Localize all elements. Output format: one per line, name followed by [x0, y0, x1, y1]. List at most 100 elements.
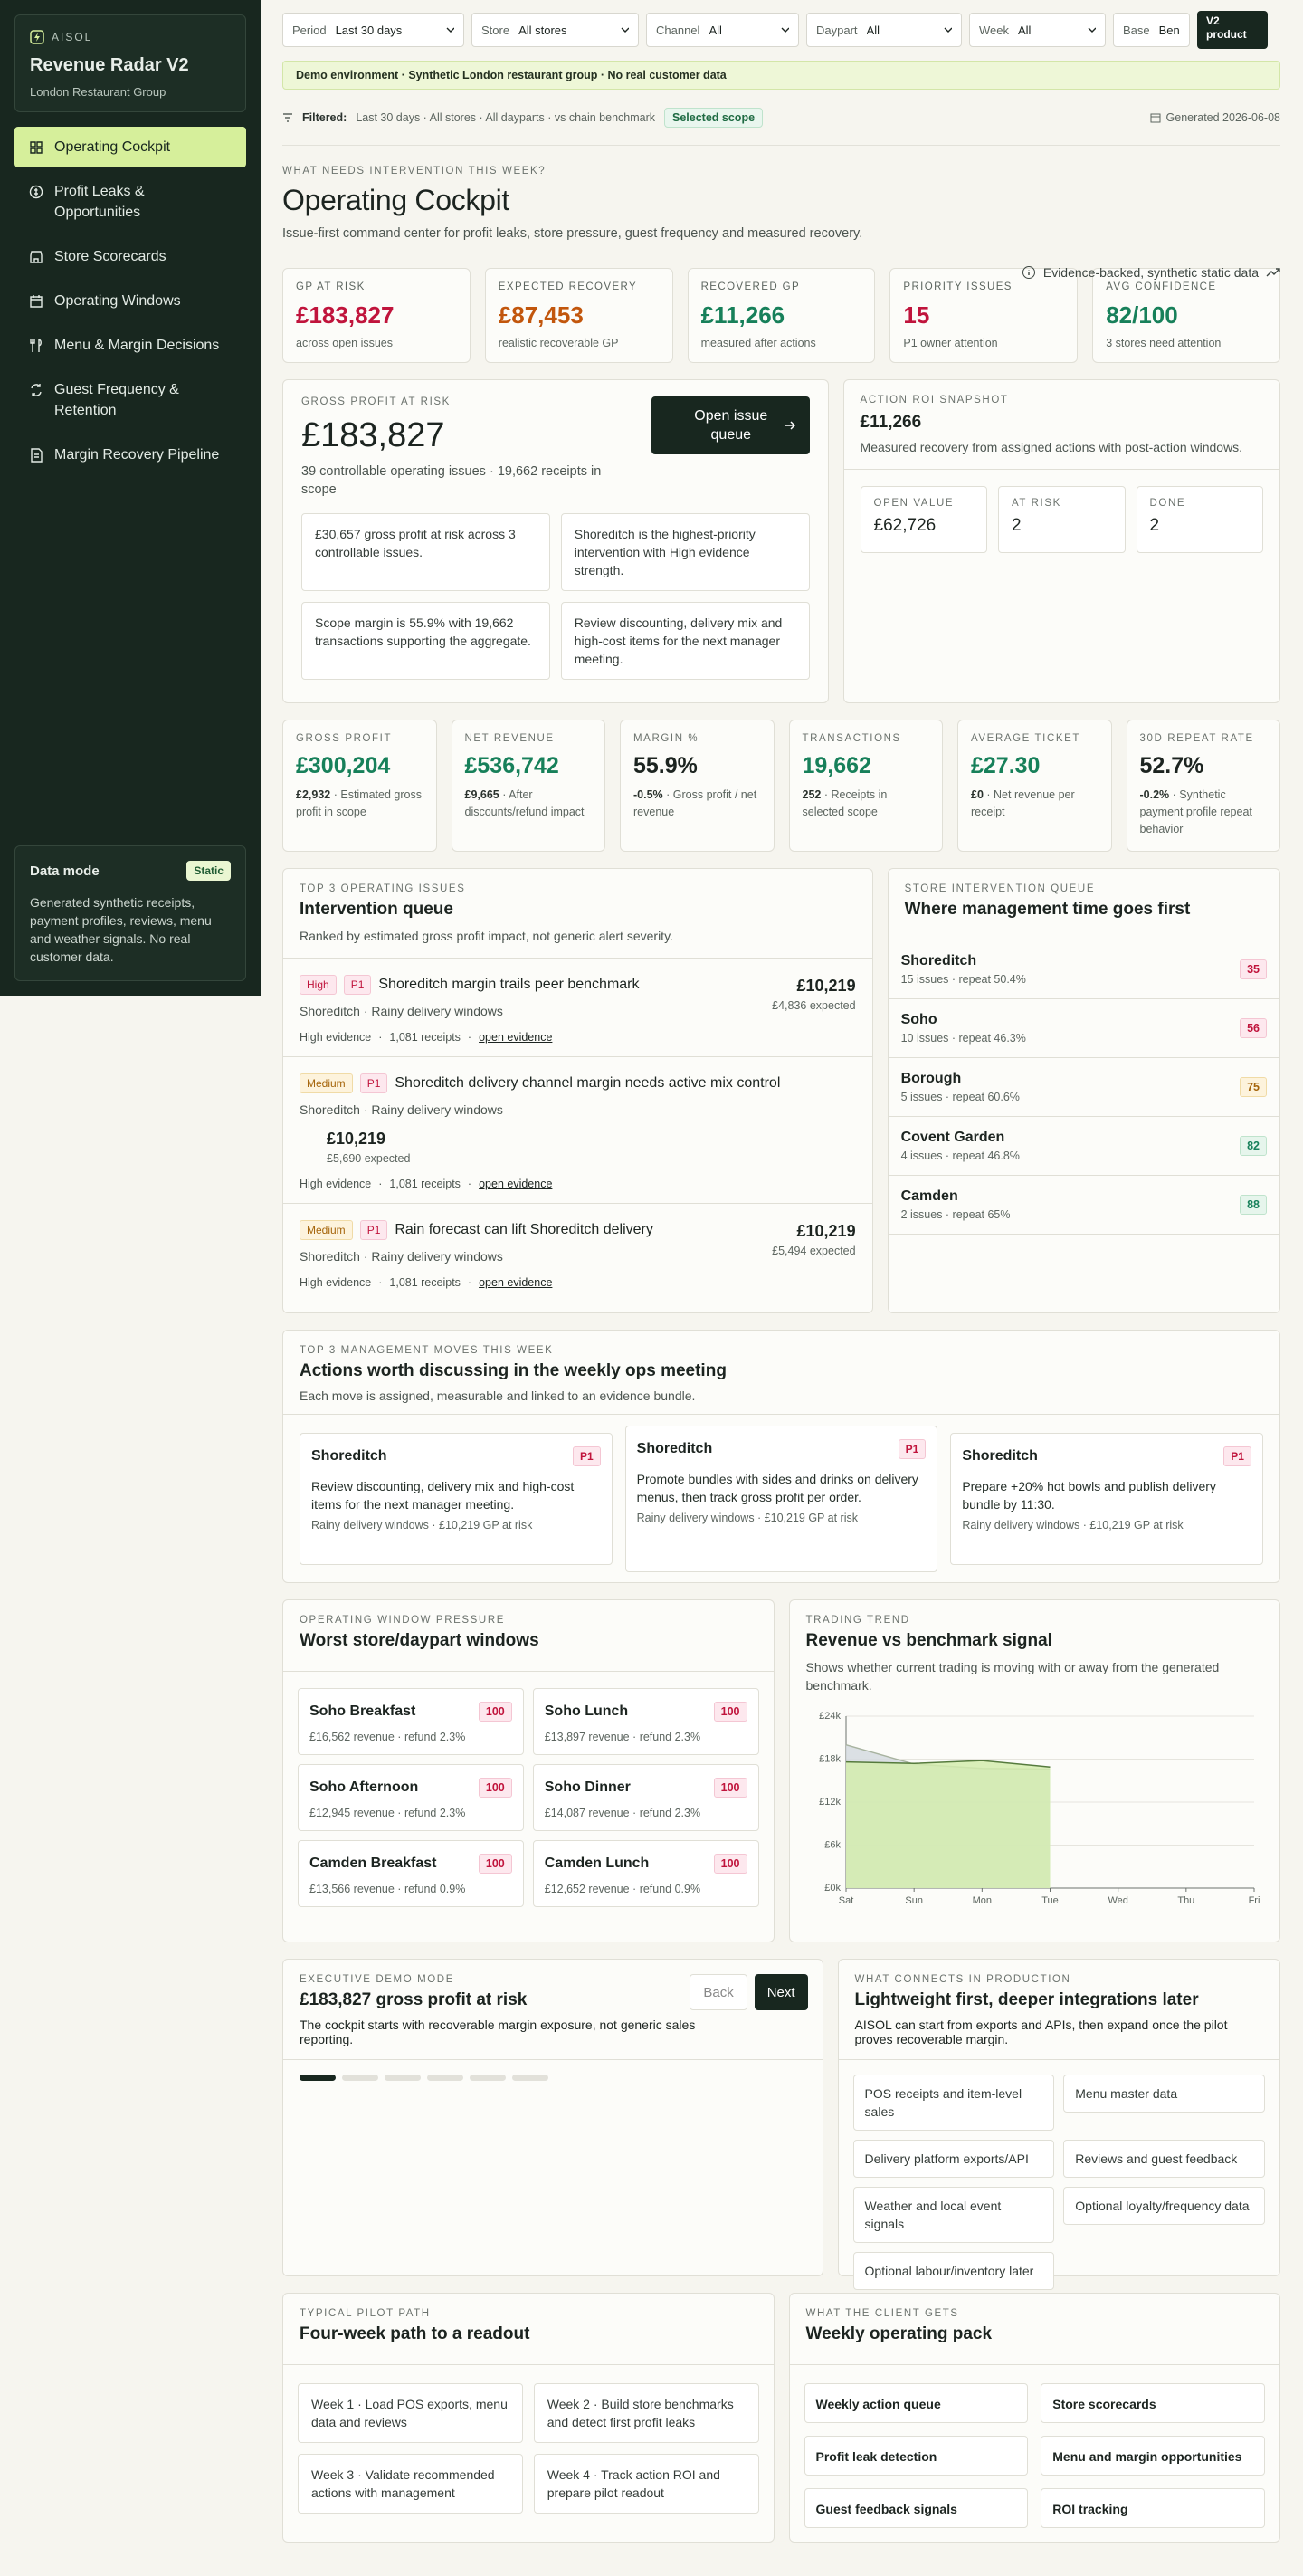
metric-value: £536,742	[464, 753, 559, 778]
evidence: High evidence	[300, 1178, 372, 1190]
actions-row: TOP 3 MANAGEMENT MOVES THIS WEEK Actions…	[282, 1330, 1280, 1583]
filter-select[interactable]: Period Last 30 days	[282, 13, 464, 47]
metric-note: · Gross profit / net revenue	[633, 788, 757, 818]
nav-item[interactable]: Guest Frequency & Retention	[14, 369, 246, 431]
window-score: 100	[713, 1702, 747, 1722]
x-tick-label: Tue	[1041, 1895, 1059, 1906]
window-header: Soho Afternoon 100	[309, 1778, 512, 1798]
trend-icon	[1266, 268, 1280, 277]
store-item[interactable]: Covent Garden 4 issues · repeat 46.8% 82	[888, 1117, 1279, 1176]
kpi-label: AVG CONFIDENCE	[1106, 281, 1217, 292]
filter-bar: Period Last 30 days Store All stores Channel…	[282, 11, 1280, 49]
kpi-sub: across open issues	[296, 337, 394, 349]
open-queue-button[interactable]: Open issue queue	[651, 396, 810, 454]
kpi-label: EXPECTED RECOVERY	[498, 281, 638, 292]
nav-item[interactable]: Profit Leaks & Opportunities	[14, 171, 246, 233]
nav-item[interactable]: Store Scorecards	[14, 236, 246, 277]
area	[845, 1760, 1050, 1888]
integration-item: Optional loyalty/frequency data	[1063, 2187, 1265, 2225]
evidence-link[interactable]: open evidence	[479, 1178, 553, 1190]
filter-select[interactable]: Base Benc	[1113, 13, 1190, 47]
nav-label: Operating Windows	[54, 293, 181, 309]
back-button[interactable]: Back	[690, 1974, 747, 2010]
evidence-link[interactable]: open evidence	[479, 1276, 553, 1289]
section-title: Actions worth discussing in the weekly o…	[300, 1361, 727, 1380]
nav-item[interactable]: Margin Recovery Pipeline	[14, 434, 246, 475]
queue-title-row: Medium P1 Shoreditch delivery channel marg…	[300, 1073, 856, 1093]
filter-select[interactable]: Store All stores	[471, 13, 639, 47]
priority-pill: P1	[359, 1073, 388, 1093]
info-icon	[1022, 266, 1035, 279]
insight-card: Review discounting, delivery mix and hig…	[560, 602, 810, 680]
nav-item[interactable]: Operating Cockpit	[14, 127, 246, 167]
scope-badge: Selected scope	[664, 107, 764, 128]
store-queue: STORE INTERVENTION QUEUE Where managemen…	[887, 868, 1280, 1313]
section-title: Revenue vs benchmark signal	[805, 1631, 1052, 1650]
section-title: Lightweight first, deeper integrations l…	[854, 1990, 1199, 2009]
store-info: Shoreditch 15 issues · repeat 50.4%	[901, 953, 1026, 986]
roi-panel: ACTION ROI SNAPSHOT £11,266 Measured rec…	[842, 379, 1280, 703]
store-info: Soho 10 issues · repeat 46.3%	[901, 1012, 1026, 1045]
store-name: Shoreditch	[900, 953, 977, 968]
window-header: Soho Breakfast 100	[309, 1702, 512, 1722]
filter-select[interactable]: Channel All	[646, 13, 799, 47]
action-text: Promote bundles with sides and drinks on…	[636, 1472, 918, 1504]
queue-item[interactable]: Medium P1 Shoreditch delivery channel marg…	[283, 1057, 872, 1204]
x-tick-label: Thu	[1177, 1895, 1194, 1906]
line	[845, 1760, 1051, 1768]
integration-list: POS receipts and item-level sales Menu ma…	[839, 2060, 1279, 2304]
action-card: Shoreditch P1 Prepare +20% hot bowls and p…	[950, 1433, 1263, 1565]
store-item[interactable]: Shoreditch 15 issues · repeat 50.4% 35	[888, 940, 1279, 999]
action-card: Shoreditch P1 Promote bundles with sides a…	[624, 1426, 938, 1572]
queue-meta: Shoreditch · Rainy delivery windows	[300, 1249, 503, 1264]
filter-select[interactable]: Week All	[969, 13, 1106, 47]
evidence-link[interactable]: open evidence	[479, 1031, 553, 1044]
kpi-label: RECOVERED GP	[700, 281, 801, 292]
store-item[interactable]: Soho 10 issues · repeat 46.3% 56	[888, 999, 1279, 1058]
window-name: Soho Breakfast	[309, 1703, 416, 1719]
metric-note: · Synthetic payment profile repeat behav…	[1139, 788, 1252, 835]
client-header: WHAT THE CLIENT GETS Weekly operating pa…	[789, 2294, 1279, 2365]
filter-label: Base	[1123, 23, 1150, 37]
evidence-row: High evidence · 1,081 receipts · open eviden…	[300, 1178, 856, 1190]
pilot-step: Week 2 · Build store benchmarks and dete…	[533, 2383, 759, 2443]
eyebrow: EXECUTIVE DEMO MODE	[300, 1974, 454, 1985]
action-meta: Rainy delivery windows · £10,219 GP at r…	[636, 1512, 858, 1524]
filter-select[interactable]: Daypart All	[806, 13, 962, 47]
roi-stat: DONE 2	[1136, 486, 1263, 553]
store-items: Shoreditch 15 issues · repeat 50.4% 35 Soho…	[888, 940, 1279, 1235]
progress-dots	[283, 2060, 823, 2095]
metric-value: £300,204	[296, 753, 391, 778]
expected: £5,690 expected	[327, 1152, 411, 1165]
client-item: ROI tracking	[1041, 2488, 1265, 2528]
data-mode-title: Data mode	[30, 863, 100, 879]
filter-value: Benc	[1158, 23, 1180, 37]
stat-label: AT RISK	[1012, 498, 1061, 509]
x-tick-label: Wed	[1108, 1895, 1127, 1906]
metric-label: NET REVENUE	[464, 733, 555, 744]
store-info: Borough 5 issues · repeat 60.6%	[901, 1071, 1020, 1103]
nav-item[interactable]: Menu & Margin Decisions	[14, 325, 246, 366]
window-name: Camden Lunch	[544, 1856, 650, 1871]
nav-item[interactable]: Operating Windows	[14, 281, 246, 321]
separator: ·	[378, 1178, 383, 1190]
metric-delta: £0	[971, 788, 984, 801]
queue-item[interactable]: Medium P1 Rain forecast can lift Shoreditc…	[283, 1204, 872, 1302]
production: WHAT CONNECTS IN PRODUCTION Lightweight …	[837, 1959, 1280, 2290]
gp-value: £183,827	[301, 416, 445, 454]
kpi-value: £183,827	[296, 301, 395, 329]
amount: £10,219	[796, 977, 856, 995]
window-score: 100	[478, 1702, 512, 1722]
queue-amount: £10,219 £5,690 expected	[300, 1117, 856, 1165]
next-button[interactable]: Next	[754, 1974, 808, 2010]
filtered-text: Last 30 days · All stores · All dayparts…	[356, 110, 656, 124]
amount: £10,219	[796, 1222, 856, 1240]
v2-button[interactable]: V2 product	[1197, 11, 1268, 49]
window-card: Camden Lunch 100 £12,652 revenue · refund …	[532, 1840, 759, 1907]
x-tick-label: Sat	[838, 1895, 853, 1906]
queue-item[interactable]: High P1 Shoreditch margin trails peer benc…	[283, 959, 872, 1057]
store-item[interactable]: Borough 5 issues · repeat 60.6% 75	[888, 1058, 1279, 1117]
store-item[interactable]: Camden 2 issues · repeat 65% 88	[888, 1176, 1279, 1235]
eyebrow: TOP 3 OPERATING ISSUES	[300, 883, 466, 894]
expected: £4,836 expected	[772, 999, 856, 1012]
